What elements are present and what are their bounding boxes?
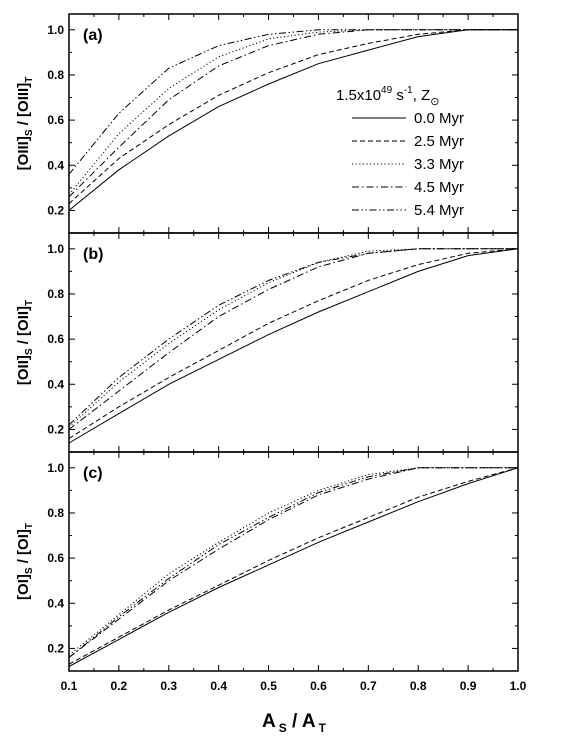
legend-item: 4.5 Myr: [352, 179, 464, 196]
series-line-00-myr: [68, 29, 518, 211]
legend-item: 3.3 Myr: [352, 156, 464, 173]
x-axis-title-part: A: [262, 711, 276, 732]
series-line-54-myr: [68, 467, 518, 658]
x-tick-label: 0.9: [460, 679, 477, 693]
x-axis-title-subscript: S: [279, 721, 287, 735]
y-axis-title: [OI]S / [OI]T: [15, 523, 35, 600]
series-line-00-myr: [68, 467, 519, 667]
y-tick-label: 0.8: [47, 68, 64, 82]
y-tick-label: 0.6: [47, 113, 64, 127]
legend: 1.5x1049 s-1, Z⊙ 0.0 Myr 2.5 Myr 3.3 Myr 4.5…: [336, 85, 464, 219]
legend-title: 1.5x1049 s-1, Z⊙: [336, 85, 439, 108]
legend-title-part: , Z: [413, 87, 431, 104]
x-tick-label: 0.1: [61, 679, 78, 693]
y-tick-label: 1.0: [47, 242, 64, 256]
series-line-33-myr: [68, 29, 518, 195]
panel-label: (b): [83, 246, 103, 263]
x-axis-title-subscript: T: [319, 721, 327, 735]
y-tick-label: 0.6: [47, 551, 64, 565]
series-line-54-myr: [68, 248, 518, 426]
panel-2: 0.2 0.4 0.6 0.8 1.0 (b) [OII]S / [OII]T: [15, 232, 519, 453]
x-tick-label: 0.8: [410, 679, 427, 693]
legend-label: 2.5 Myr: [414, 133, 464, 150]
panel-label: (a): [83, 27, 103, 44]
series-line-25-myr: [68, 248, 519, 439]
y-axis-title-part: [OIII]: [15, 136, 32, 170]
y-axis-title-part: / [OIII]: [15, 83, 32, 130]
y-axis-title-subscript: S: [24, 567, 35, 574]
legend-title-superscript: 49: [381, 85, 393, 96]
x-tick-labels: 0.1 0.2 0.3 0.4 0.5 0.6 0.7 0.8 0.9 1.0: [61, 679, 527, 693]
y-tick-label: 0.4: [47, 596, 64, 610]
x-tick-label: 0.4: [210, 679, 227, 693]
legend-title-subscript: ⊙: [430, 96, 439, 108]
series-line-00-myr: [68, 248, 519, 444]
y-tick-label: 0.2: [47, 203, 64, 217]
y-axis-title-subscript: T: [24, 77, 35, 83]
legend-label: 3.3 Myr: [414, 156, 464, 173]
y-tick-label: 1.0: [47, 461, 64, 475]
y-axis-title-part: [OI]: [15, 574, 32, 600]
y-axis-title-subscript: S: [24, 129, 35, 136]
legend-title-part: 1.5x10: [336, 87, 381, 104]
y-tick-label: 0.6: [47, 332, 64, 346]
plot-frame: [68, 451, 519, 672]
legend-item: 5.4 Myr: [352, 202, 464, 219]
y-axis-title-subscript: T: [24, 300, 35, 306]
y-tick-label: 0.8: [47, 287, 64, 301]
panel-3: 0.2 0.4 0.6 0.8 1.0 (c) [OI]S / [OI]T: [15, 451, 519, 672]
y-tick-label: 0.8: [47, 506, 64, 520]
y-axis-title-subscript: S: [24, 348, 35, 355]
legend-label: 4.5 Myr: [414, 179, 464, 196]
x-tick-label: 1.0: [510, 679, 527, 693]
plot-frame: [68, 232, 519, 453]
x-tick-label: 0.5: [260, 679, 277, 693]
y-axis-title: [OIII]S / [OIII]T: [15, 77, 35, 171]
legend-title-part: s: [392, 87, 404, 104]
panel-label: (c): [83, 465, 103, 482]
legend-label: 5.4 Myr: [414, 202, 464, 219]
y-tick-label: 0.2: [47, 422, 64, 436]
y-tick-label: 1.0: [47, 23, 64, 37]
y-tick-label: 0.2: [47, 641, 64, 655]
y-axis-title-part: / [OI]: [15, 529, 32, 567]
y-axis-title-part: / [OII]: [15, 306, 32, 349]
x-tick-label: 0.6: [310, 679, 327, 693]
series-line-54-myr: [68, 29, 518, 175]
legend-title-superscript: -1: [404, 85, 413, 96]
y-tick-label: 0.4: [47, 158, 64, 172]
series-line-45-myr: [68, 467, 518, 658]
series-line-25-myr: [68, 29, 518, 204]
x-tick-label: 0.2: [111, 679, 128, 693]
y-axis-title-part: [OII]: [15, 355, 32, 385]
legend-item: 2.5 Myr: [352, 133, 464, 150]
y-tick-label: 0.4: [47, 377, 64, 391]
chart-panels: 0.20.40.60.81.0 (a)[OIII]S / [OIII]T0.20.…: [15, 13, 527, 693]
series-line-45-myr: [68, 29, 518, 198]
y-axis-title-subscript: T: [24, 523, 35, 529]
x-tick-label: 0.3: [160, 679, 177, 693]
legend-item: 0.0 Myr: [352, 110, 464, 127]
legend-label: 0.0 Myr: [414, 110, 464, 127]
x-tick-label: 0.7: [360, 679, 377, 693]
y-axis-title: [OII]S / [OII]T: [15, 300, 35, 385]
series-line-25-myr: [68, 467, 519, 665]
x-axis-title-part: / A: [287, 711, 316, 732]
series-line-33-myr: [68, 248, 518, 428]
series-line-45-myr: [68, 248, 518, 430]
